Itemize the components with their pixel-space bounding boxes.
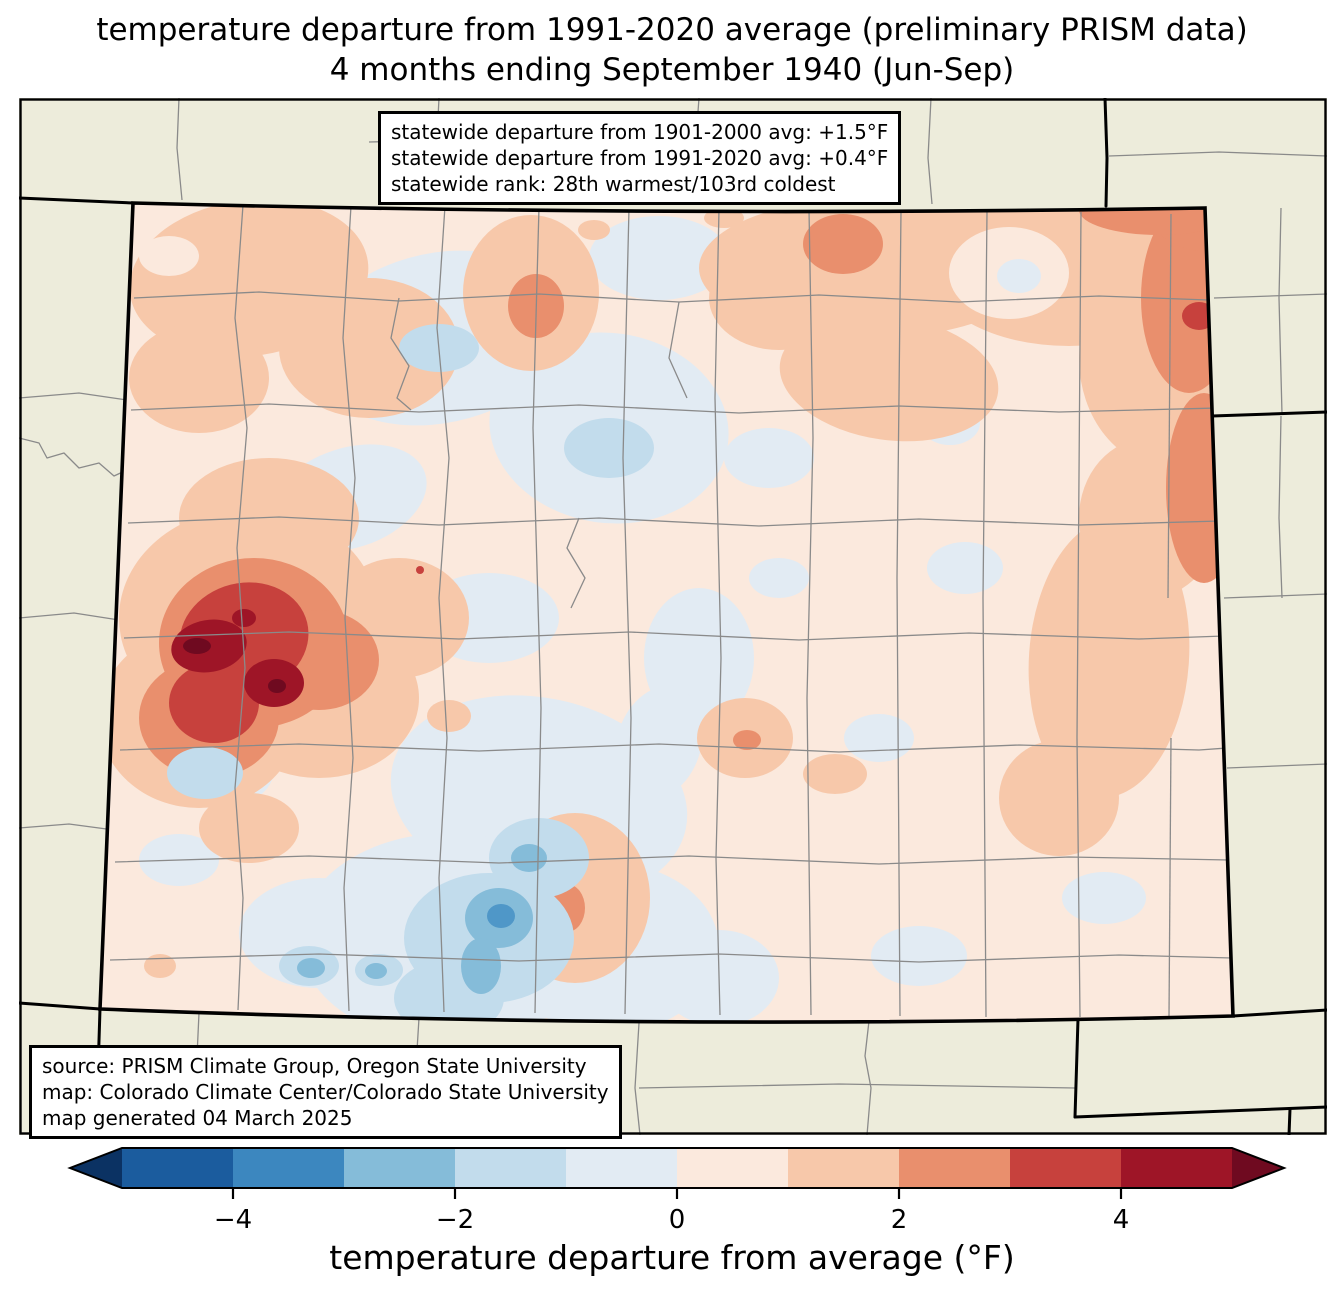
colorbar-segment xyxy=(788,1148,899,1188)
colorbar-tick-labels: −4 −2 0 2 4 xyxy=(214,1205,1129,1235)
contour-hole-northwest xyxy=(139,236,199,276)
colorbar-tick-label: −4 xyxy=(214,1205,252,1235)
colorbar-tick-label: 0 xyxy=(669,1205,686,1235)
source-line-3: map generated 04 March 2025 xyxy=(42,1106,353,1130)
county-boundaries xyxy=(109,204,1233,1018)
contour-deep-blue xyxy=(487,904,515,928)
contour-darkest-red xyxy=(183,638,286,693)
colorbar-segment xyxy=(566,1148,677,1188)
source-line-1: source: PRISM Climate Group, Oregon Stat… xyxy=(42,1054,587,1078)
map-title: temperature departure from 1991-2020 ave… xyxy=(0,10,1344,90)
colorbar-axis-label: temperature departure from average (°F) xyxy=(329,1238,1015,1277)
colorbar-segments xyxy=(122,1148,1232,1188)
colorbar-segment xyxy=(233,1148,344,1188)
colorado-temperature-map xyxy=(17,96,1329,1137)
colorbar-segment xyxy=(677,1148,788,1188)
source-line-2: map: Colorado Climate Center/Colorado St… xyxy=(42,1080,609,1104)
map-title-line2: 4 months ending September 1940 (Jun-Sep) xyxy=(329,52,1015,88)
stats-line-3: statewide rank: 28th warmest/103rd colde… xyxy=(391,172,836,196)
colorbar-segment xyxy=(344,1148,455,1188)
colorbar-outline xyxy=(67,1147,1287,1189)
colorbar-tick-label: 4 xyxy=(1113,1205,1130,1235)
colorado-state-boundary xyxy=(98,201,1235,1024)
colorbar-segment xyxy=(1010,1148,1121,1188)
colorbar-canvas: −4 −2 0 2 4 xyxy=(67,1147,1287,1235)
temperature-anomaly-contours xyxy=(100,203,1233,1023)
colorbar-segment xyxy=(1121,1148,1232,1188)
stats-line-2: statewide departure from 1991-2020 avg: … xyxy=(391,146,889,170)
colorbar-tick-label: −2 xyxy=(436,1205,474,1235)
neighbor-state-borders xyxy=(17,96,1329,1137)
colorbar-ticks xyxy=(231,1188,1123,1199)
contour-blue-dot-northeast xyxy=(997,259,1041,293)
colorbar-under-arrow xyxy=(70,1148,122,1188)
colorbar: −4 −2 0 2 4 xyxy=(0,1140,1344,1236)
stats-box: statewide departure from 1901-2000 avg: … xyxy=(378,111,902,205)
map-title-line1: temperature departure from 1991-2020 ave… xyxy=(96,12,1248,48)
map-frame xyxy=(19,98,1327,1135)
source-box: source: PRISM Climate Group, Oregon Stat… xyxy=(29,1045,622,1139)
colorbar-segment xyxy=(455,1148,566,1188)
colorbar-segment xyxy=(122,1148,233,1188)
colorbar-segment xyxy=(899,1148,1010,1188)
colorbar-over-arrow xyxy=(1232,1148,1284,1188)
stats-line-1: statewide departure from 1901-2000 avg: … xyxy=(391,120,889,144)
colorbar-tick-label: 2 xyxy=(891,1205,908,1235)
map-canvas xyxy=(17,96,1329,1137)
